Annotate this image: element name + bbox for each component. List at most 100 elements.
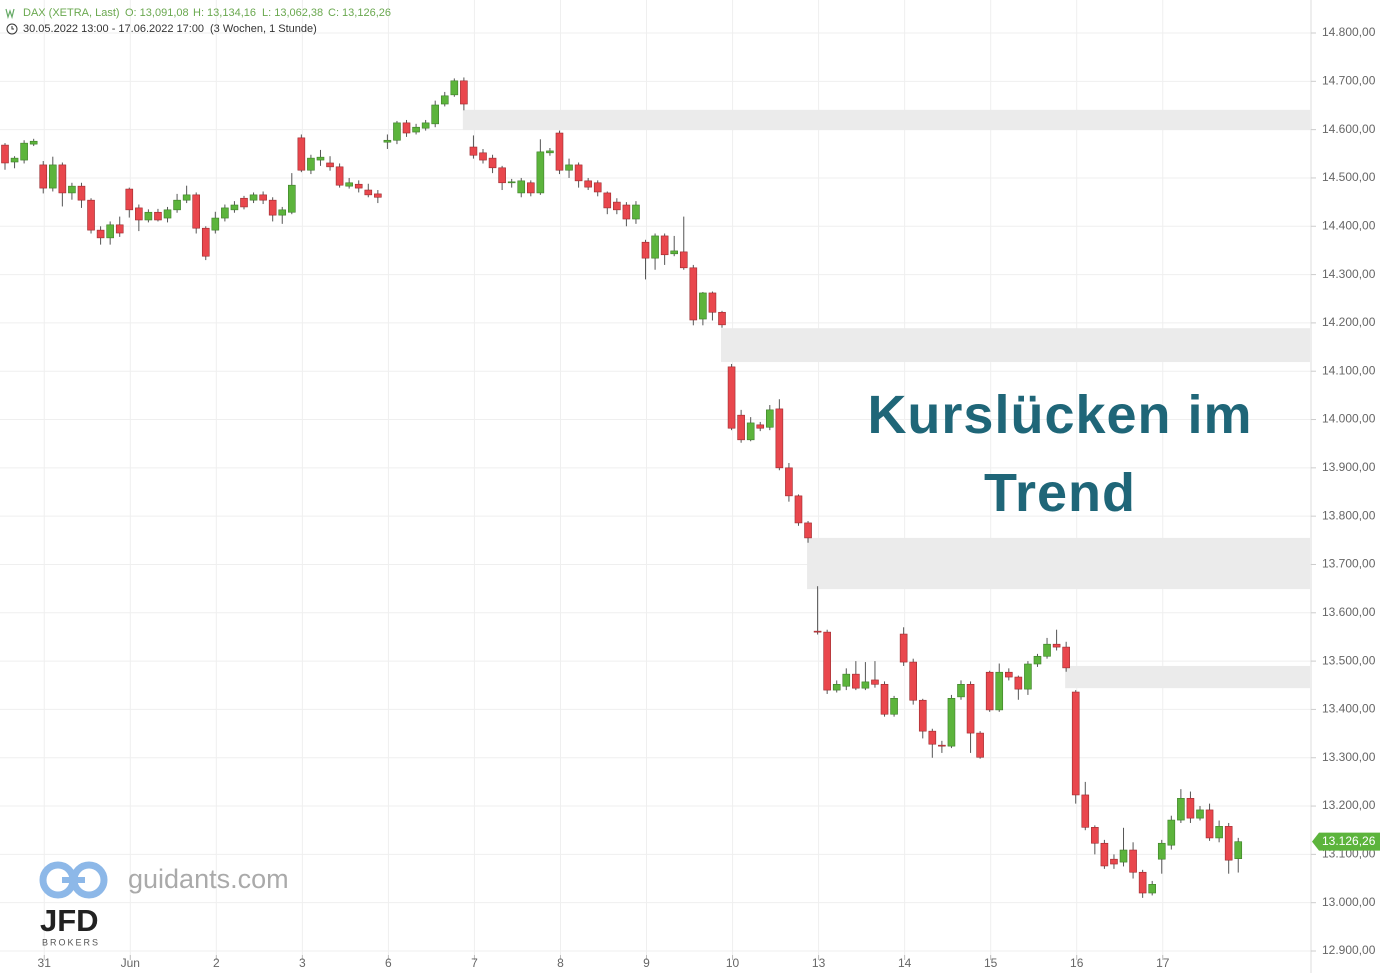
candle-body (297, 137, 306, 171)
candle-body (77, 185, 86, 201)
candle-body (354, 183, 363, 189)
candle-body (144, 211, 153, 221)
candle-body (1205, 809, 1214, 839)
x-tick-label: 15 (984, 956, 998, 970)
clock-icon (6, 23, 18, 35)
y-tick-label: 14.000,00 (1322, 412, 1376, 426)
candle-body (804, 522, 812, 539)
candle-body (928, 730, 937, 745)
logo-bridge (62, 877, 85, 883)
candle-body (918, 699, 927, 732)
x-tick-label: Jun (121, 956, 140, 970)
candle-body (852, 673, 860, 689)
candle-body (393, 122, 401, 141)
y-tick-label: 13.800,00 (1322, 508, 1376, 522)
headline: Kurslücken im Trend (867, 385, 1253, 523)
candle-body (87, 199, 95, 231)
candle-body (460, 80, 468, 105)
candle-body (746, 422, 755, 441)
candle-body (364, 189, 373, 196)
candle-body (1196, 809, 1204, 819)
candle-body (316, 156, 325, 161)
candle-body (240, 197, 248, 208)
x-tick-label: 16 (1070, 956, 1084, 970)
candle-body (374, 193, 382, 198)
candle-body (421, 122, 430, 129)
candle-body (593, 182, 602, 193)
candle-body (1177, 798, 1185, 821)
candle-body (632, 204, 640, 220)
x-tick-label: 3 (299, 956, 306, 970)
candle-body (689, 267, 698, 321)
candle-body (880, 683, 889, 715)
candle-body (221, 207, 229, 219)
candle-body (335, 166, 344, 186)
candle-body (699, 292, 707, 320)
candle-body (995, 671, 1004, 711)
candle-body (938, 744, 946, 747)
candle-body (670, 250, 679, 255)
candle-body (603, 192, 612, 209)
candle-body (68, 185, 76, 194)
y-tick-label: 13.300,00 (1322, 750, 1376, 764)
instrument: DAX (XETRA, Last) (23, 7, 120, 19)
candle-body (651, 235, 659, 259)
candle-body (985, 671, 994, 711)
candle-body (1100, 842, 1109, 867)
header: DAX (XETRA, Last) O: 13,091,08 H: 13,134… (5, 7, 391, 35)
candle-body (1110, 858, 1118, 865)
candle-body (115, 224, 124, 234)
candle-body (278, 209, 287, 216)
candle-body (660, 235, 669, 256)
x-tick-label: 10 (726, 956, 740, 970)
y-tick-label: 14.400,00 (1322, 218, 1376, 232)
candle-body (345, 182, 353, 187)
candle-body (718, 311, 726, 326)
broker: JFD (40, 903, 99, 938)
candle-body (1081, 794, 1090, 828)
ohlc-close: C: 13,126,26 (328, 7, 391, 19)
candle-body (307, 157, 315, 171)
y-tick-label: 13.200,00 (1322, 798, 1376, 812)
candle-body (469, 146, 478, 156)
candle-body (1148, 884, 1156, 894)
candle-body (1062, 646, 1070, 669)
candle-body (526, 182, 535, 194)
candle-body (679, 251, 688, 269)
candle-body (10, 157, 19, 163)
candle-body (727, 366, 736, 429)
candle-body (201, 227, 210, 257)
y-tick-label: 14.700,00 (1322, 73, 1376, 87)
candle-body (613, 201, 621, 211)
interval: (3 Wochen, 1 Stunde) (210, 23, 317, 35)
x-tick-label: 17 (1156, 956, 1170, 970)
candle-body (957, 683, 965, 698)
candle-body (39, 164, 48, 189)
candle-body (1024, 663, 1032, 690)
y-tick-label: 13.900,00 (1322, 460, 1376, 474)
last-price-marker (1312, 832, 1380, 851)
candle-body (48, 164, 57, 189)
candle-body (479, 152, 487, 161)
ohlc-open: O: 13,091,08 (125, 7, 189, 19)
candle-body (498, 167, 506, 184)
candle-body (1224, 826, 1233, 861)
candle-body (813, 630, 822, 633)
candle-body (832, 683, 841, 691)
candle-body (737, 414, 745, 441)
x-tick-label: 6 (385, 956, 392, 970)
candle-body (1052, 643, 1061, 648)
site: guidants.com (128, 864, 289, 894)
candle-body (966, 683, 975, 734)
candle-body (565, 164, 573, 171)
candle-body (1215, 826, 1223, 839)
period: 30.05.2022 13:00 - 17.06.2022 17:00 (23, 23, 204, 35)
candle-body (96, 229, 105, 239)
candle-body (154, 211, 162, 221)
candle-body (909, 661, 918, 701)
clock-hand (11, 26, 14, 30)
candle-body (163, 209, 172, 219)
candle-body (584, 180, 592, 188)
candle-body (765, 409, 774, 428)
